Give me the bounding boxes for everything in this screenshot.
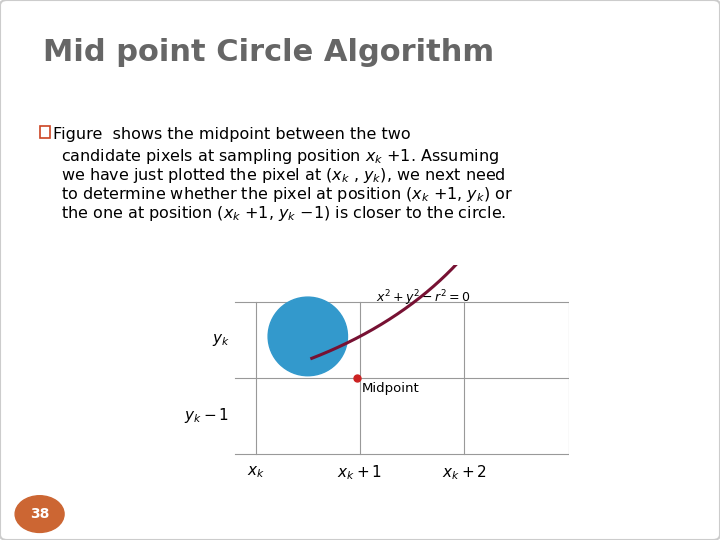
Text: $x_k + 1$: $x_k + 1$ xyxy=(338,463,382,482)
Text: we have just plotted the pixel at ($x_k$ , $y_k$), we next need: we have just plotted the pixel at ($x_k$… xyxy=(61,166,506,185)
Text: to determine whether the pixel at position ($x_k$ +1, $y_k$) or: to determine whether the pixel at positi… xyxy=(61,185,513,204)
Text: Figure  shows the midpoint between the two: Figure shows the midpoint between the tw… xyxy=(53,127,410,142)
Text: $y_k$: $y_k$ xyxy=(212,332,230,348)
Text: $x_k + 2$: $x_k + 2$ xyxy=(442,463,487,482)
Text: 38: 38 xyxy=(30,507,49,521)
Text: $y_k - 1$: $y_k - 1$ xyxy=(184,406,230,426)
Text: the one at position ($x_k$ +1, $y_k$ $-$1) is closer to the circle.: the one at position ($x_k$ +1, $y_k$ $-$… xyxy=(61,204,506,223)
Text: candidate pixels at sampling position $x_k$ +1. Assuming: candidate pixels at sampling position $x… xyxy=(61,147,499,166)
Text: Midpoint: Midpoint xyxy=(362,382,420,395)
Text: $x^2 + y^2 - r^2 = 0$: $x^2 + y^2 - r^2 = 0$ xyxy=(376,289,471,308)
Ellipse shape xyxy=(268,297,348,376)
Bar xyxy=(40,126,50,138)
Text: $x_k$: $x_k$ xyxy=(247,464,264,481)
Text: Mid point Circle Algorithm: Mid point Circle Algorithm xyxy=(43,38,495,67)
Circle shape xyxy=(15,496,64,532)
